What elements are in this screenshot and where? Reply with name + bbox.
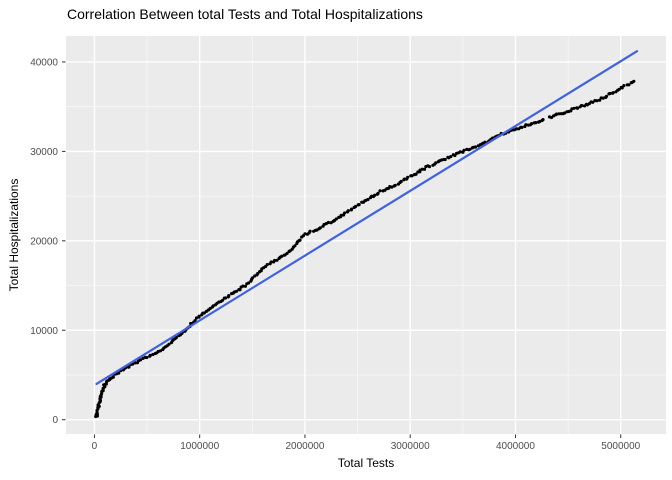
major-gridlines <box>66 36 666 434</box>
regression-line <box>95 50 639 386</box>
x-tick-label: 3000000 <box>391 441 430 452</box>
y-tick-labels: 0 10000 20000 30000 40000 <box>30 57 58 426</box>
y-tick-label: 10000 <box>30 326 58 337</box>
x-tick-label: 5000000 <box>601 441 640 452</box>
x-tick-label: 4000000 <box>496 441 535 452</box>
y-tick-label: 40000 <box>30 57 58 68</box>
x-axis-title: Total Tests <box>337 456 395 470</box>
x-tick-label: 2000000 <box>285 441 324 452</box>
x-tick-labels: 0 1000000 2000000 3000000 4000000 5000000 <box>92 441 641 452</box>
minor-gridlines <box>66 36 666 434</box>
y-tick-label: 30000 <box>30 147 58 158</box>
y-tick-label: 0 <box>52 415 58 426</box>
axis-tick-marks <box>62 61 622 438</box>
scatter-points <box>94 79 636 419</box>
plot-panel-background <box>66 36 666 434</box>
chart-title: Correlation Between total Tests and Tota… <box>67 6 423 22</box>
y-tick-label: 20000 <box>30 236 58 247</box>
x-tick-label: 1000000 <box>180 441 219 452</box>
y-axis-title: Total Hospitalizations <box>7 178 21 292</box>
x-tick-label: 0 <box>92 441 98 452</box>
